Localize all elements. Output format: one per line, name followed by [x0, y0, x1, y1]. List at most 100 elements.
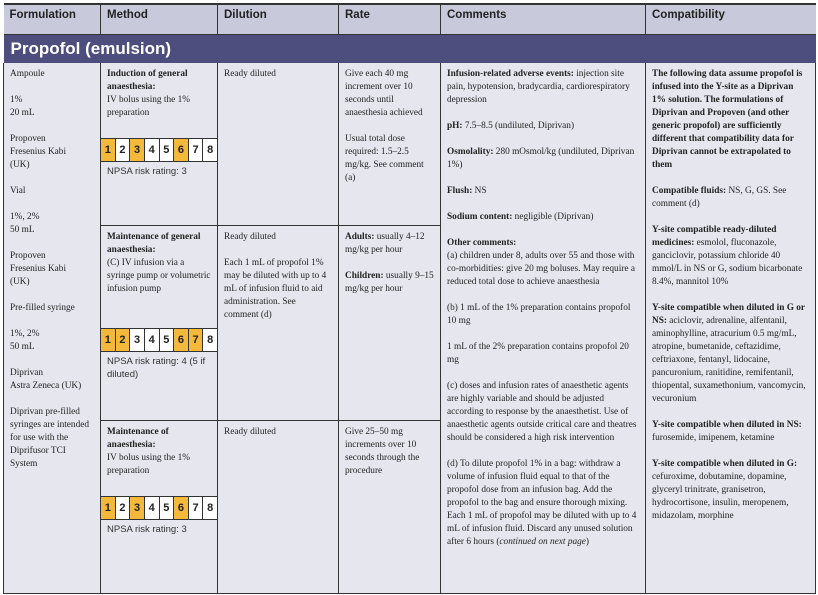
compatibility-item-text: aciclovir, adrenaline, alfentanil, amino… — [652, 316, 806, 404]
compatibility-item-text: cefuroxime, dobutamine, dopamine, glycer… — [652, 472, 789, 521]
method-row: Maintenance of anaesthesia: IV bolus usin… — [4, 420, 816, 594]
comment-item-text: negligible (Diprivan) — [512, 212, 594, 222]
method-row: Ampoule 1% 20 mL Propoven Fresenius Kabi (… — [3, 63, 816, 594]
risk-rating-box: 6 — [173, 496, 188, 519]
comments-cell: Infusion-related adverse events: injecti… — [440, 63, 646, 594]
rate-text: Give 25–50 mg increments over 10 seconds… — [345, 426, 434, 478]
comment-item-text: (a) children under 8, adults over 55 and… — [447, 251, 635, 287]
dilution-text: Each 1 mL of propofol 1% may be diluted … — [224, 257, 327, 320]
risk-rating-box: 1 — [101, 496, 115, 519]
formulation-item: Propoven Fresenius Kabi (UK) — [10, 251, 67, 287]
compatibility-item: Y-site compatible when diluted in G: cef… — [652, 458, 809, 523]
npsa-risk-rating: NPSA risk rating: 4 (5 if diluted) — [107, 355, 206, 380]
method-text: Induction of general anaesthesia: IV bolu… — [101, 68, 217, 138]
comment-item-text: 280 mOsmol/kg (undiluted, Diprivan 1%) — [447, 147, 635, 170]
risk-rating-box: 6 — [173, 328, 188, 351]
risk-rating-box: 6 — [173, 139, 188, 161]
formulation-item: Diprivan Astra Zeneca (UK) — [10, 368, 82, 391]
risk-rating-box: 2 — [114, 139, 130, 161]
risk-rating-box: 8 — [202, 496, 217, 519]
npsa-risk-rating: NPSA risk rating: 3 — [107, 166, 187, 177]
comment-item-text: (c) doses and infusion rates of anaesthe… — [447, 381, 637, 443]
comment-item: Sodium content: negligible (Diprivan) — [447, 211, 639, 224]
method-cell: Maintenance of anaesthesia: IV bolus usin… — [100, 420, 218, 594]
comment-item: (d) To dilute propofol 1% in a bag: with… — [447, 459, 637, 547]
comment-item: Infusion-related adverse events: injecti… — [447, 68, 639, 107]
rate-text-text: Usual total dose required: 1.5–2.5 mg/kg… — [345, 134, 424, 183]
rate-text-label: Children: — [345, 270, 384, 281]
comment-item-text: 1 mL of the 2% preparation contains prop… — [447, 342, 629, 365]
comment-item: (b) 1 mL of the 1% preparation contains … — [447, 302, 639, 328]
dilution-text: Ready diluted — [224, 69, 276, 79]
header-method: Method — [100, 3, 218, 34]
rate-text: Children: usually 9–15 mg/kg per hour — [345, 270, 434, 296]
comment-item-text: NS — [472, 186, 487, 196]
risk-rating-box: 4 — [143, 328, 159, 351]
risk-rating-box: 1 — [101, 328, 115, 351]
risk-rating-box: 5 — [158, 496, 174, 519]
method-title: Induction of general anaesthesia: — [107, 69, 188, 92]
risk-rating-box: 3 — [129, 328, 144, 351]
drug-monograph-table: Formulation Method Dilution Rate Comment… — [3, 3, 816, 594]
rate-text-label: Adults: — [345, 231, 375, 242]
compatibility-item-label: Y-site compatible when diluted in G or N… — [652, 303, 805, 326]
risk-rating-box: 3 — [129, 496, 144, 519]
comment-item-text: (d) To dilute propofol 1% in a bag: with… — [447, 459, 637, 547]
comment-item-label: Other comments: — [447, 238, 517, 248]
risk-rating-box: 8 — [202, 328, 217, 351]
formulation-item: Propoven Fresenius Kabi (UK) — [10, 134, 67, 170]
compatibility-item: Y-site compatible when diluted in G or N… — [652, 302, 809, 406]
formulation-cell: Ampoule 1% 20 mL Propoven Fresenius Kabi (… — [3, 63, 101, 594]
method-cell: Maintenance of general anaesthesia: (C) I… — [100, 225, 218, 421]
compatibility-item: Compatible fluids: NS, G, GS. See commen… — [652, 185, 809, 211]
comment-item: (c) doses and infusion rates of anaesthe… — [447, 380, 639, 445]
comment-item: Flush: NS — [447, 185, 639, 198]
formulation-item: Ampoule — [10, 69, 45, 79]
risk-rating-box: 5 — [158, 139, 174, 161]
comment-item: 1 mL of the 2% preparation contains prop… — [447, 341, 639, 367]
formulation-item: 1%, 2% 50 mL — [10, 329, 40, 352]
method-text: Maintenance of anaesthesia: IV bolus usin… — [101, 426, 217, 496]
dilution-cell: Ready diluted — [217, 420, 339, 594]
risk-rating-box: 2 — [114, 496, 130, 519]
comment-item-text: (b) 1 mL of the 1% preparation contains … — [447, 303, 631, 326]
dilution-text: Ready diluted — [224, 231, 276, 242]
comment-item: Osmolality: 280 mOsmol/kg (undiluted, Di… — [447, 146, 639, 172]
rate-text-text: usually 4–12 mg/kg per hour — [345, 231, 425, 255]
risk-rating-box: 7 — [187, 496, 203, 519]
risk-rating-box: 3 — [129, 139, 144, 161]
method-cell: Induction of general anaesthesia: IV bolu… — [100, 63, 218, 226]
rate-cell: Give 25–50 mg increments over 10 seconds… — [338, 420, 441, 594]
npsa-risk-rating: NPSA risk rating: 3 — [107, 523, 187, 535]
method-description: IV bolus using the 1% preparation — [107, 452, 190, 476]
compatibility-item-text: esmolol, fluconazole, ganciclovir, potas… — [652, 238, 803, 287]
compatibility-item-label: Y-site compatible when diluted in NS: — [652, 420, 802, 430]
rate-text-text: Give 25–50 mg increments over 10 seconds… — [345, 426, 420, 476]
comment-item-label: Osmolality: — [447, 147, 494, 157]
formulation-item: Vial — [10, 186, 26, 196]
rate-cell: Adults: usually 4–12 mg/kg per hour Child… — [338, 225, 441, 421]
formulation-item: 1%, 2% 50 mL — [10, 212, 40, 235]
comment-item-label: pH: — [447, 121, 463, 131]
risk-rating-box: 4 — [143, 496, 159, 519]
rate-text-text: Give each 40 mg increment over 10 second… — [345, 69, 423, 118]
risk-rating-box: 5 — [158, 328, 174, 351]
method-description: IV bolus using the 1% preparation — [107, 95, 190, 118]
drug-title: Propofol (emulsion) — [3, 33, 816, 63]
header-compatibility: Compatibility — [645, 3, 816, 34]
formulation-item: Pre-filled syringe — [10, 303, 75, 313]
compatibility-item-text: NS, G, GS. See comment (d) — [652, 186, 787, 209]
compatibility-item-label: The following data assume propofol is in… — [652, 69, 803, 170]
rate-text: Adults: usually 4–12 mg/kg per hour — [345, 231, 434, 257]
compatibility-item-label: Y-site compatible ready-diluted medicine… — [652, 225, 777, 248]
comment-item-italic: continued on next page — [499, 537, 586, 547]
method-title: Maintenance of anaesthesia: — [107, 426, 169, 450]
compatibility-item-label: Compatible fluids: — [652, 186, 727, 196]
comment-item: pH: 7.5–8.5 (undiluted, Diprivan) — [447, 120, 639, 133]
risk-rating-box: 4 — [143, 139, 159, 161]
compatibility-item: The following data assume propofol is in… — [652, 68, 809, 172]
method-description: (C) IV infusion via a syringe pump or vo… — [107, 257, 211, 294]
compatibility-item: Y-site compatible when diluted in NS: fu… — [652, 419, 809, 445]
header-formulation: Formulation — [3, 3, 101, 34]
